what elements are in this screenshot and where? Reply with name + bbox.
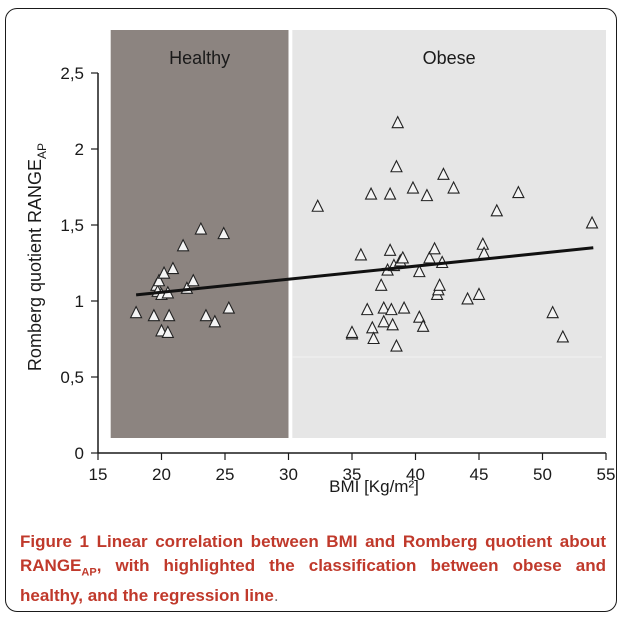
data-points bbox=[129, 115, 599, 352]
y-tick-label: 2 bbox=[75, 140, 84, 159]
caption-label: Figure 1 bbox=[20, 532, 90, 551]
data-point bbox=[391, 115, 405, 129]
data-point bbox=[345, 325, 359, 338]
y-axis-title: Romberg quotient RANGEAP bbox=[25, 143, 49, 371]
y-tick-label: 0,5 bbox=[60, 368, 84, 387]
data-point bbox=[433, 278, 447, 291]
axis-labels: 0 0,5 1 1,5 2 2,5 15 20 25 30 35 40 45 50 55 BMI [Kg/m²… bbox=[25, 64, 615, 496]
data-point bbox=[194, 221, 208, 235]
scatter-chart: Healthy Obese 0 0,5 1 1,5 2 2,5 15 20 25 30 35 40 45 5… bbox=[25, 30, 615, 496]
data-point bbox=[390, 159, 403, 173]
data-point bbox=[147, 308, 161, 322]
data-point bbox=[186, 273, 200, 287]
data-point bbox=[217, 226, 231, 240]
data-point bbox=[152, 273, 166, 287]
x-tick-label: 35 bbox=[343, 465, 362, 484]
y-tick-label: 2,5 bbox=[60, 64, 84, 83]
regression-line bbox=[135, 246, 594, 297]
x-tick-label: 15 bbox=[89, 465, 108, 484]
figure-caption: Figure 1 Linear correlation between BMI … bbox=[20, 530, 606, 608]
data-point bbox=[390, 338, 403, 352]
region-obese bbox=[292, 30, 606, 438]
data-point bbox=[396, 250, 410, 264]
data-point bbox=[364, 186, 378, 200]
data-point bbox=[461, 291, 474, 305]
y-axis-title-subscript: AP bbox=[35, 143, 49, 159]
data-point bbox=[556, 329, 570, 343]
data-point bbox=[420, 188, 434, 202]
data-point bbox=[585, 215, 599, 229]
data-point bbox=[377, 314, 391, 328]
caption-text-b: , with highlighted the classification be… bbox=[20, 556, 606, 606]
caption-text-a: Linear correlation between BMI and Rombe… bbox=[20, 532, 607, 575]
data-point bbox=[374, 278, 388, 291]
classification-regions: Healthy Obese bbox=[110, 30, 606, 438]
data-point bbox=[365, 320, 379, 334]
region-label-healthy: Healthy bbox=[169, 48, 230, 68]
y-axis-title-main: Romberg quotient RANGE bbox=[25, 159, 45, 371]
data-point bbox=[412, 264, 426, 278]
x-tick-label: 40 bbox=[406, 465, 425, 484]
data-point bbox=[437, 167, 450, 180]
data-point bbox=[472, 287, 486, 300]
data-point bbox=[222, 300, 236, 314]
y-tick-label: 1,5 bbox=[60, 216, 84, 235]
data-point bbox=[406, 180, 420, 194]
data-point bbox=[511, 185, 525, 199]
data-point bbox=[360, 302, 374, 316]
data-point bbox=[428, 241, 441, 255]
data-point bbox=[416, 319, 430, 332]
x-tick-label: 20 bbox=[152, 465, 171, 484]
data-point bbox=[166, 261, 180, 275]
data-point bbox=[423, 250, 436, 264]
data-point bbox=[412, 309, 426, 323]
data-point bbox=[367, 331, 380, 345]
data-point bbox=[199, 308, 213, 322]
data-point bbox=[383, 243, 397, 256]
data-point bbox=[176, 238, 190, 252]
axes bbox=[91, 72, 607, 460]
x-tick-label: 45 bbox=[470, 465, 489, 484]
data-point bbox=[546, 305, 560, 319]
data-point bbox=[208, 314, 222, 328]
data-point bbox=[397, 300, 411, 314]
x-axis-title: BMI [Kg/m²] bbox=[329, 477, 419, 496]
caption-period: . bbox=[273, 586, 279, 606]
data-point bbox=[161, 325, 175, 338]
x-tick-label: 30 bbox=[279, 465, 298, 484]
regression-line-layer bbox=[135, 246, 594, 297]
y-tick-label: 0 bbox=[75, 444, 84, 463]
data-point bbox=[311, 199, 325, 212]
data-point bbox=[129, 305, 143, 319]
data-point bbox=[162, 308, 176, 322]
data-point bbox=[490, 203, 504, 217]
data-point bbox=[383, 186, 397, 200]
caption-subscript: AP bbox=[81, 566, 97, 579]
x-tick-label: 25 bbox=[216, 465, 235, 484]
data-point bbox=[157, 265, 171, 279]
y-tick-label: 1 bbox=[75, 292, 84, 311]
data-point bbox=[447, 180, 460, 194]
x-tick-label: 50 bbox=[533, 465, 552, 484]
data-point bbox=[377, 300, 391, 314]
region-label-obese: Obese bbox=[423, 48, 476, 68]
x-tick-label: 55 bbox=[597, 465, 616, 484]
data-point bbox=[386, 317, 400, 331]
data-point bbox=[354, 247, 368, 261]
data-point bbox=[384, 302, 398, 316]
